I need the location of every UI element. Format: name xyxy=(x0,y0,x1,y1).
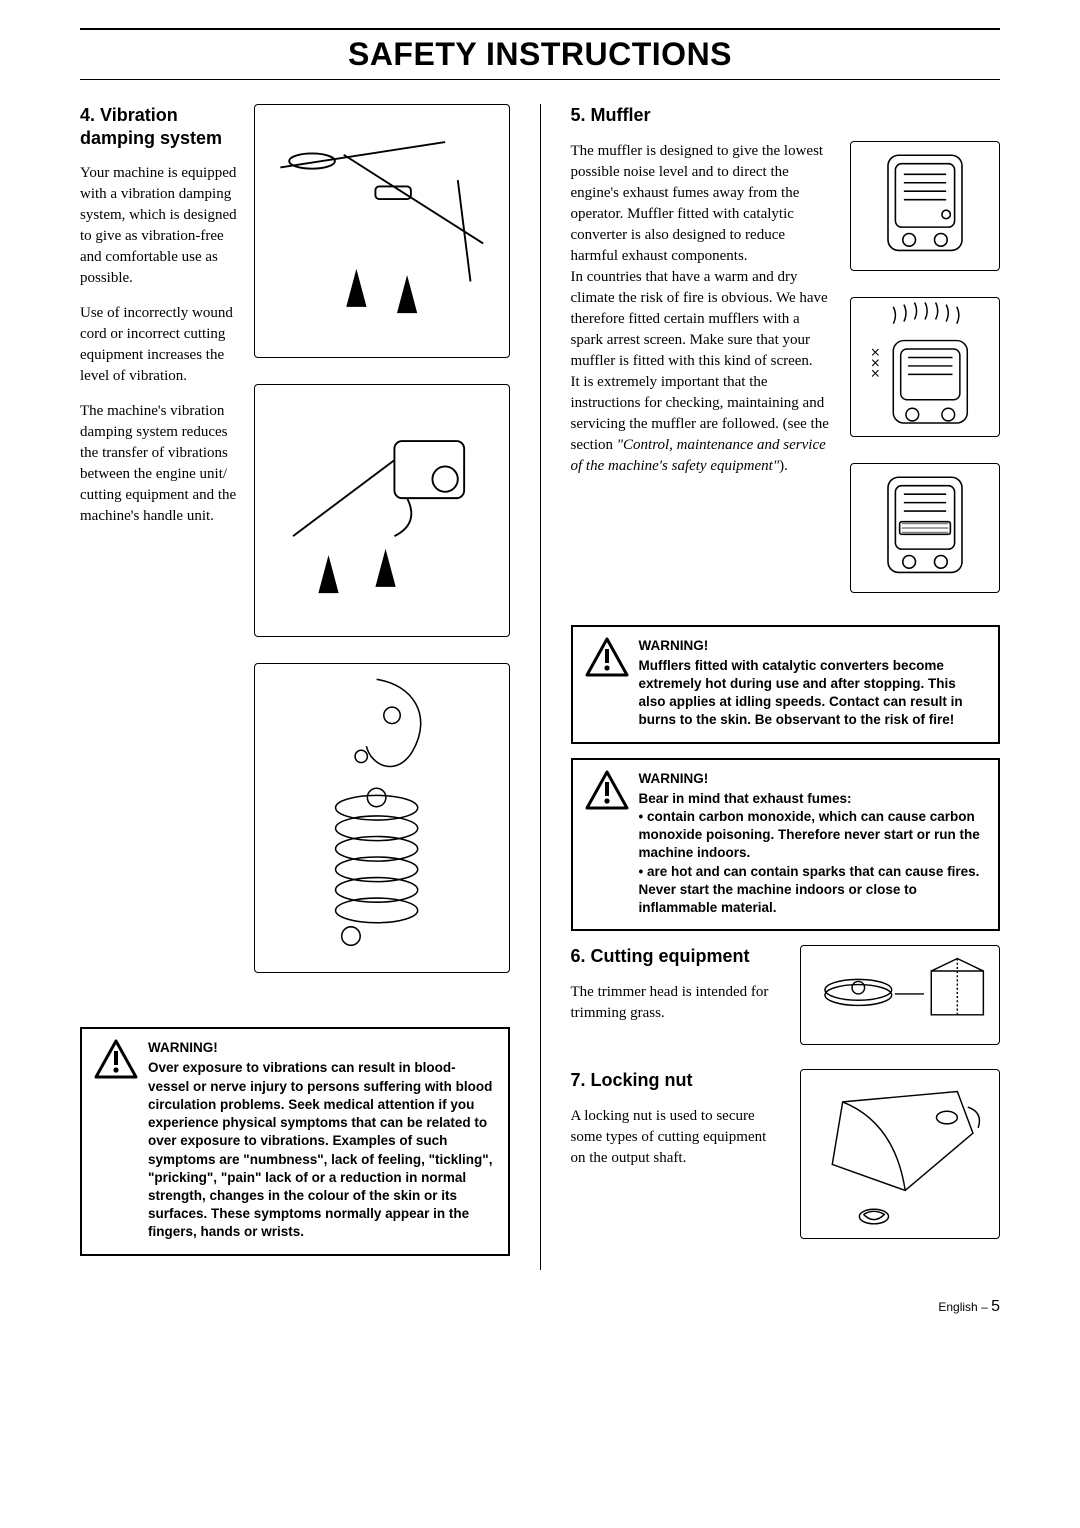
section-4-p1: Your machine is equipped with a vibratio… xyxy=(80,163,240,289)
warning-icon xyxy=(94,1039,138,1241)
section-7-row: 7. Locking nut A locking nut is used to … xyxy=(571,1069,1001,1253)
warning-exhaust-title: WARNING! xyxy=(639,770,987,788)
title-underline xyxy=(80,79,1000,80)
footer-lang: English – xyxy=(938,1300,987,1314)
two-column-layout: 4. Vibration damping system Your machine… xyxy=(80,104,1000,1270)
section-5-p1: The muffler is designed to give the lowe… xyxy=(571,141,835,267)
section-7-p1: A locking nut is used to secure some typ… xyxy=(571,1106,785,1169)
warning-exhaust-b2: • are hot and can contain sparks that ca… xyxy=(639,864,980,915)
warning-vibration-body: Over exposure to vibrations can result i… xyxy=(148,1060,492,1239)
warning-exhaust: WARNING! Bear in mind that exhaust fumes… xyxy=(571,758,1001,932)
warning-exhaust-text: WARNING! Bear in mind that exhaust fumes… xyxy=(639,770,987,918)
section-4-row: 4. Vibration damping system Your machine… xyxy=(80,104,510,987)
section-5-row: The muffler is designed to give the lowe… xyxy=(571,141,1001,607)
section-5-heading: 5. Muffler xyxy=(571,104,1001,127)
section-6-text: 6. Cutting equipment The trimmer head is… xyxy=(571,945,785,1059)
top-rule xyxy=(80,28,1000,30)
warning-muffler-text: WARNING! Mufflers fitted with catalytic … xyxy=(639,637,987,730)
section-5-figures xyxy=(850,141,1000,607)
section-7-text: 7. Locking nut A locking nut is used to … xyxy=(571,1069,785,1253)
page-footer: English – 5 xyxy=(80,1298,1000,1316)
section-6-p1: The trimmer head is intended for trimmin… xyxy=(571,982,785,1024)
figure-trimmer-head xyxy=(800,945,1000,1045)
warning-icon xyxy=(585,637,629,730)
section-5-p3: It is extremely important that the instr… xyxy=(571,372,835,477)
section-5-p3b: ). xyxy=(779,458,788,474)
warning-muffler-body: Mufflers fitted with catalytic converter… xyxy=(639,658,963,728)
figure-muffler-heat xyxy=(850,297,1000,437)
figure-locking-nut xyxy=(800,1069,1000,1239)
left-column: 4. Vibration damping system Your machine… xyxy=(80,104,510,1270)
warning-exhaust-b1: • contain carbon monoxide, which can cau… xyxy=(639,809,980,860)
warning-exhaust-lead: Bear in mind that exhaust fumes: xyxy=(639,791,852,806)
section-6-heading: 6. Cutting equipment xyxy=(571,945,785,968)
section-4-figures xyxy=(254,104,510,987)
right-column: 5. Muffler The muffler is designed to gi… xyxy=(571,104,1001,1270)
warning-muffler-title: WARNING! xyxy=(639,637,987,655)
section-7-heading: 7. Locking nut xyxy=(571,1069,785,1092)
warning-vibration: WARNING! Over exposure to vibrations can… xyxy=(80,1027,510,1255)
section-6-row: 6. Cutting equipment The trimmer head is… xyxy=(571,945,1001,1059)
figure-engine-arrows xyxy=(254,384,510,638)
section-5-p2: In countries that have a warm and dry cl… xyxy=(571,267,835,372)
section-4-p3: The machine's vibration damping system r… xyxy=(80,401,240,527)
warning-vibration-title: WARNING! xyxy=(148,1039,496,1057)
footer-page-number: 5 xyxy=(991,1298,1000,1315)
section-5-text: The muffler is designed to give the lowe… xyxy=(571,141,835,607)
warning-muffler-hot: WARNING! Mufflers fitted with catalytic … xyxy=(571,625,1001,744)
figure-spring-damper xyxy=(254,663,510,973)
section-4-heading: 4. Vibration damping system xyxy=(80,104,240,149)
section-6-figure-col xyxy=(800,945,1000,1059)
page-title: SAFETY INSTRUCTIONS xyxy=(80,36,1000,73)
column-divider xyxy=(540,104,541,1270)
section-4-text: 4. Vibration damping system Your machine… xyxy=(80,104,240,987)
section-7-figure-col xyxy=(800,1069,1000,1253)
figure-muffler-1 xyxy=(850,141,1000,271)
figure-muffler-screen xyxy=(850,463,1000,593)
warning-vibration-text: WARNING! Over exposure to vibrations can… xyxy=(148,1039,496,1241)
figure-handle-arrows xyxy=(254,104,510,358)
warning-icon xyxy=(585,770,629,918)
section-4-p2: Use of incorrectly wound cord or incorre… xyxy=(80,303,240,387)
